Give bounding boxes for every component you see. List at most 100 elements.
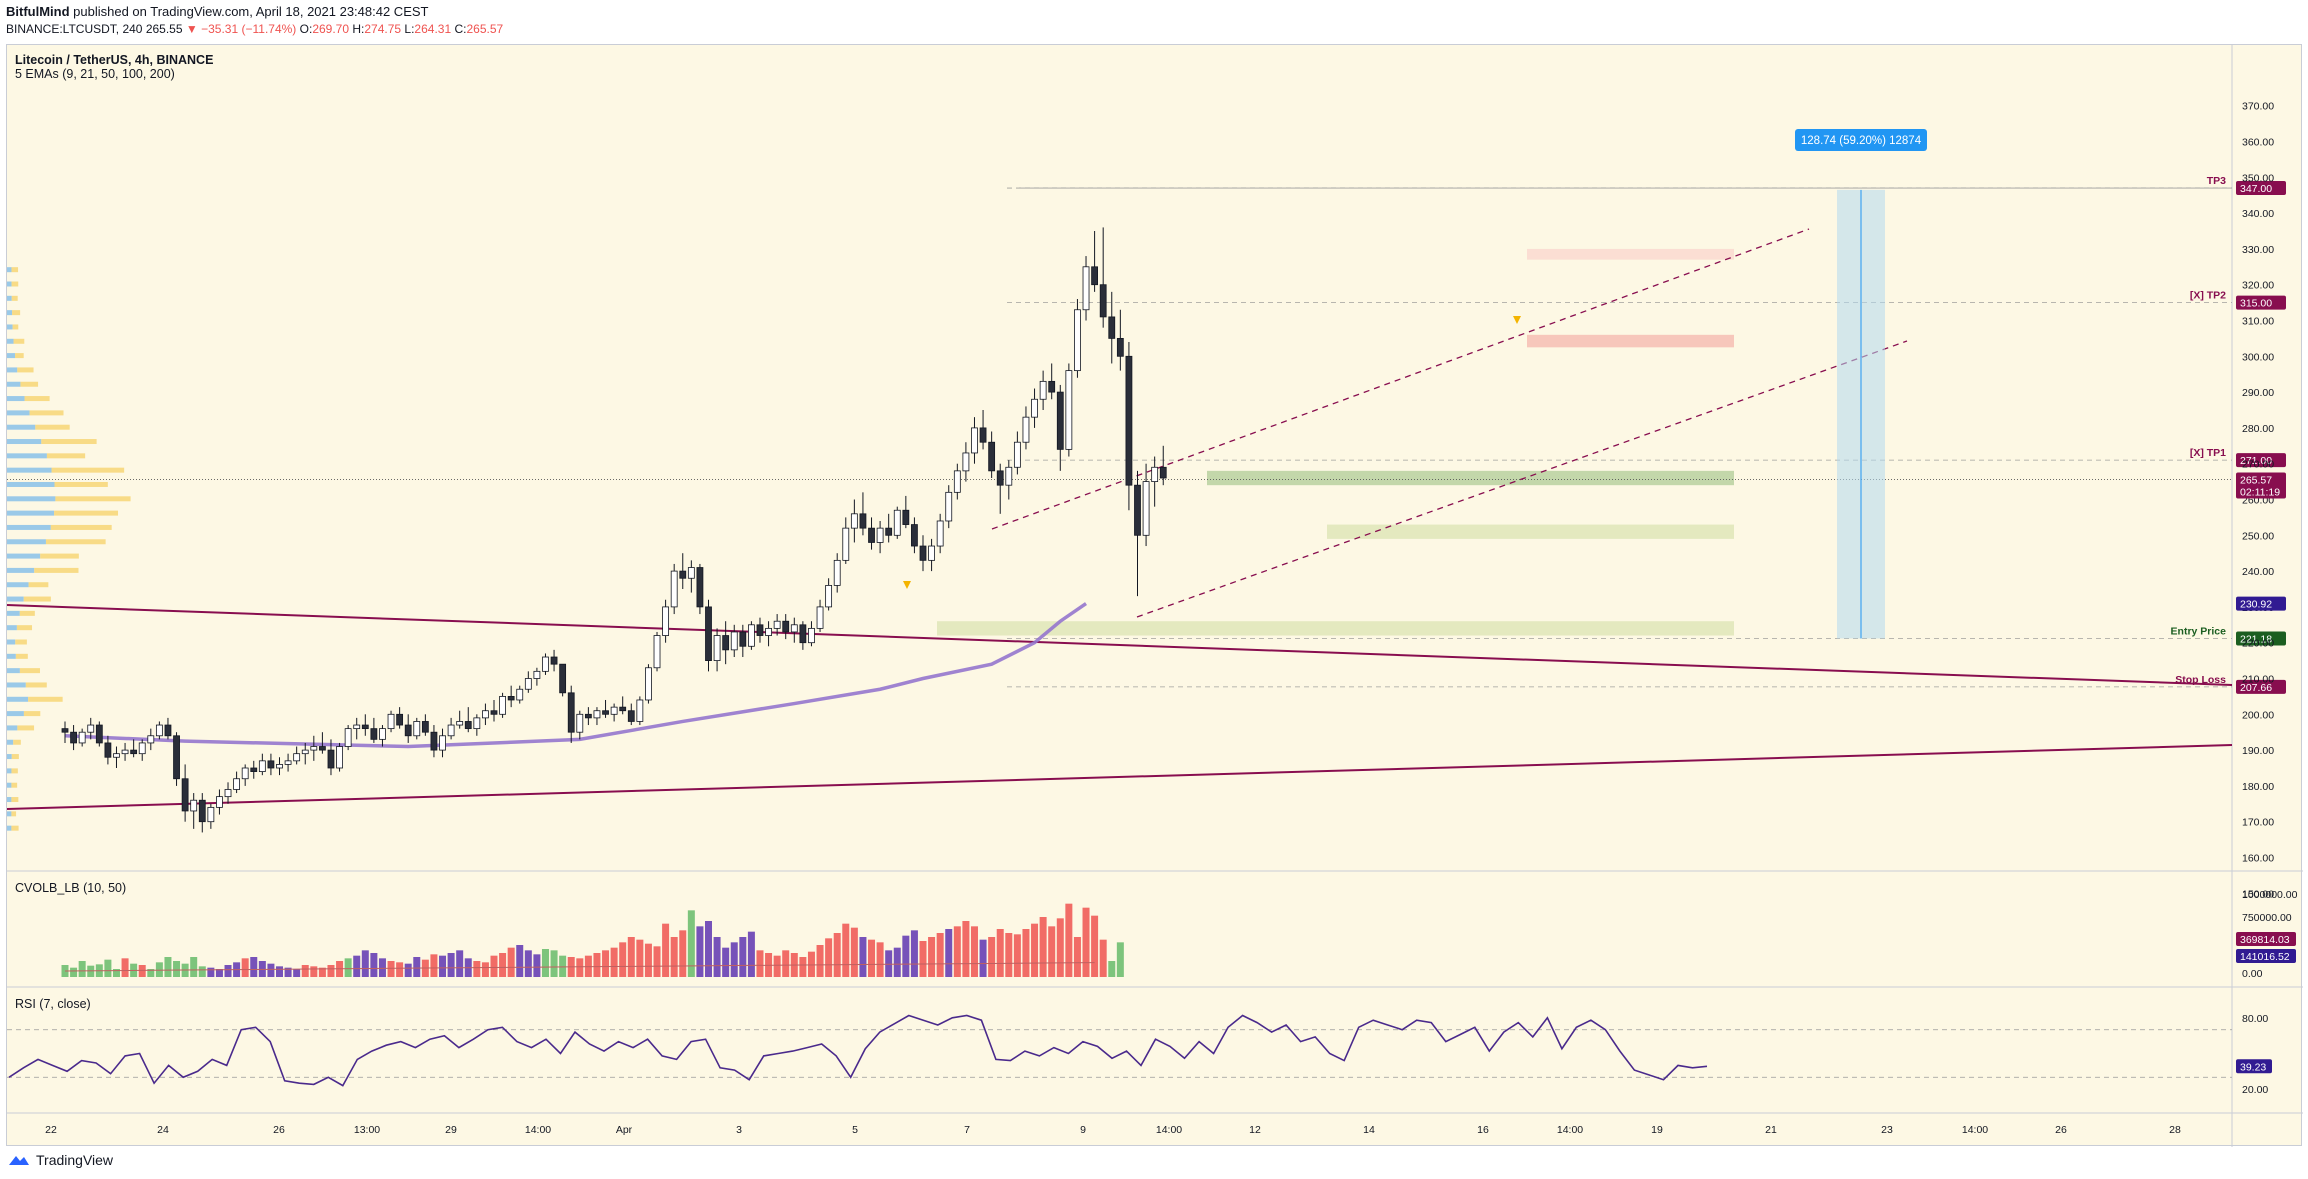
candle-body	[1005, 466, 1013, 486]
time-tick: 12	[1249, 1124, 1261, 1136]
volume-profile-bar	[16, 625, 33, 631]
volume-profile-bar	[7, 439, 42, 445]
volume-profile-bar	[7, 553, 41, 559]
volume-bar	[739, 937, 747, 977]
price-tick: 210.00	[2242, 674, 2274, 686]
volume-bar	[782, 950, 790, 977]
volume-bar	[816, 945, 824, 977]
volume-profile-bar	[29, 410, 64, 416]
volume-bar	[499, 953, 507, 977]
price-tick: 330.00	[2242, 244, 2274, 256]
candle-body	[198, 799, 206, 823]
candle-body	[567, 692, 575, 733]
volume-profile-bar	[7, 639, 16, 645]
volume-profile-bar	[7, 281, 12, 287]
author-name[interactable]: BitfulMind	[6, 4, 70, 19]
volume-profile-bar	[7, 682, 26, 688]
time-tick: 14	[1363, 1124, 1375, 1136]
volume-profile-bar	[7, 625, 17, 631]
volume-profile-bar	[17, 367, 34, 373]
volume-profile-bar	[7, 496, 56, 502]
time-tick: 5	[852, 1124, 858, 1136]
volume-profile-bar	[28, 696, 63, 702]
volume-bar	[945, 929, 953, 977]
volume-profile-bar	[7, 481, 55, 487]
candle-body	[610, 706, 618, 715]
candle-body	[627, 710, 635, 722]
candle-body	[473, 717, 481, 730]
volume-bar	[970, 926, 978, 977]
level-badge-text: 347.00	[2240, 183, 2272, 195]
level-badge	[2236, 453, 2286, 468]
candle-body	[181, 778, 189, 812]
candle-body	[216, 796, 223, 808]
price-tick: 150.00	[2242, 888, 2274, 900]
price-tick: 360.00	[2242, 137, 2274, 149]
volume-profile-bar	[23, 596, 51, 602]
price-tick: 270.00	[2242, 459, 2274, 471]
candle-body	[782, 620, 790, 633]
candle-body	[233, 778, 241, 790]
candle-body	[636, 699, 644, 722]
high-value: 274.75	[364, 22, 402, 36]
candle-body	[713, 635, 721, 661]
volume-bar	[833, 933, 841, 977]
volume-profile-bar	[35, 424, 70, 430]
volume-bar	[78, 961, 86, 977]
time-tick: Apr	[616, 1124, 633, 1136]
price-tick: 350.00	[2242, 172, 2274, 184]
level-badge	[2236, 631, 2286, 646]
volume-bar	[1013, 934, 1021, 977]
volume-bar	[885, 950, 893, 977]
main-legend[interactable]: Litecoin / TetherUS, 4h, BINANCE 5 EMAs …	[15, 53, 213, 81]
volume-profile-bar	[11, 825, 19, 831]
candle-body	[971, 427, 978, 454]
volume-bar	[293, 969, 301, 977]
candle-body	[670, 570, 678, 608]
candle-body	[816, 606, 824, 629]
candle-body	[490, 710, 498, 715]
candle-body	[507, 696, 515, 701]
volume-bar	[979, 939, 987, 977]
rsi-legend[interactable]: RSI (7, close)	[15, 997, 91, 1011]
volume-profile-bar	[7, 467, 52, 473]
volume-profile-bar	[7, 310, 13, 316]
time-tick: 22	[45, 1124, 57, 1136]
volume-profile-bar	[28, 582, 49, 588]
volume-profile-bar	[7, 825, 12, 831]
down-arrow-icon: ▼	[185, 22, 198, 36]
measure-label: 128.74 (59.20%) 12874	[1801, 135, 1922, 147]
price-chart[interactable]: TP3 347.00 [X] TP2 315.00 [X] TP1 271.00 Entry…	[7, 45, 2303, 1147]
zone-red-light	[1527, 248, 1734, 260]
level-badge	[2236, 181, 2286, 196]
volume-profile-bar	[7, 725, 18, 731]
candle-body	[1108, 316, 1116, 339]
volume-profile-bar	[11, 754, 19, 760]
candle-body	[310, 746, 318, 751]
rsi-line	[8, 1014, 1708, 1087]
volume-profile-bar	[15, 639, 27, 645]
volume-profile-bar	[7, 510, 55, 516]
candle-body	[430, 731, 438, 751]
volume-profile-bar	[20, 381, 39, 387]
volume-bar	[696, 926, 704, 977]
volume-bar	[104, 959, 112, 977]
ema-legend: 5 EMAs (9, 21, 50, 100, 200)	[15, 67, 175, 81]
volume-bar	[541, 949, 549, 977]
candle-body	[1056, 391, 1064, 450]
candle-body	[439, 735, 446, 751]
chart-frame[interactable]: TP3 347.00 [X] TP2 315.00 [X] TP1 271.00 Entry…	[6, 44, 2303, 1147]
volume-profile-bar	[11, 295, 18, 301]
publish-info: BitfulMind published on TradingView.com,…	[6, 4, 428, 19]
volume-profile-bar	[40, 553, 79, 559]
candle-body	[945, 491, 953, 522]
candle-body	[679, 570, 687, 579]
volume-legend[interactable]: CVOLB_LB (10, 50)	[15, 881, 127, 895]
volume-profile-bar	[12, 324, 19, 330]
price-tick: 220.00	[2242, 638, 2274, 650]
footer-brand[interactable]: TradingView	[8, 1152, 113, 1168]
volume-bar	[1005, 933, 1013, 977]
candle-body	[276, 764, 283, 769]
candle-body	[1142, 481, 1150, 536]
volume-bar	[919, 941, 927, 977]
